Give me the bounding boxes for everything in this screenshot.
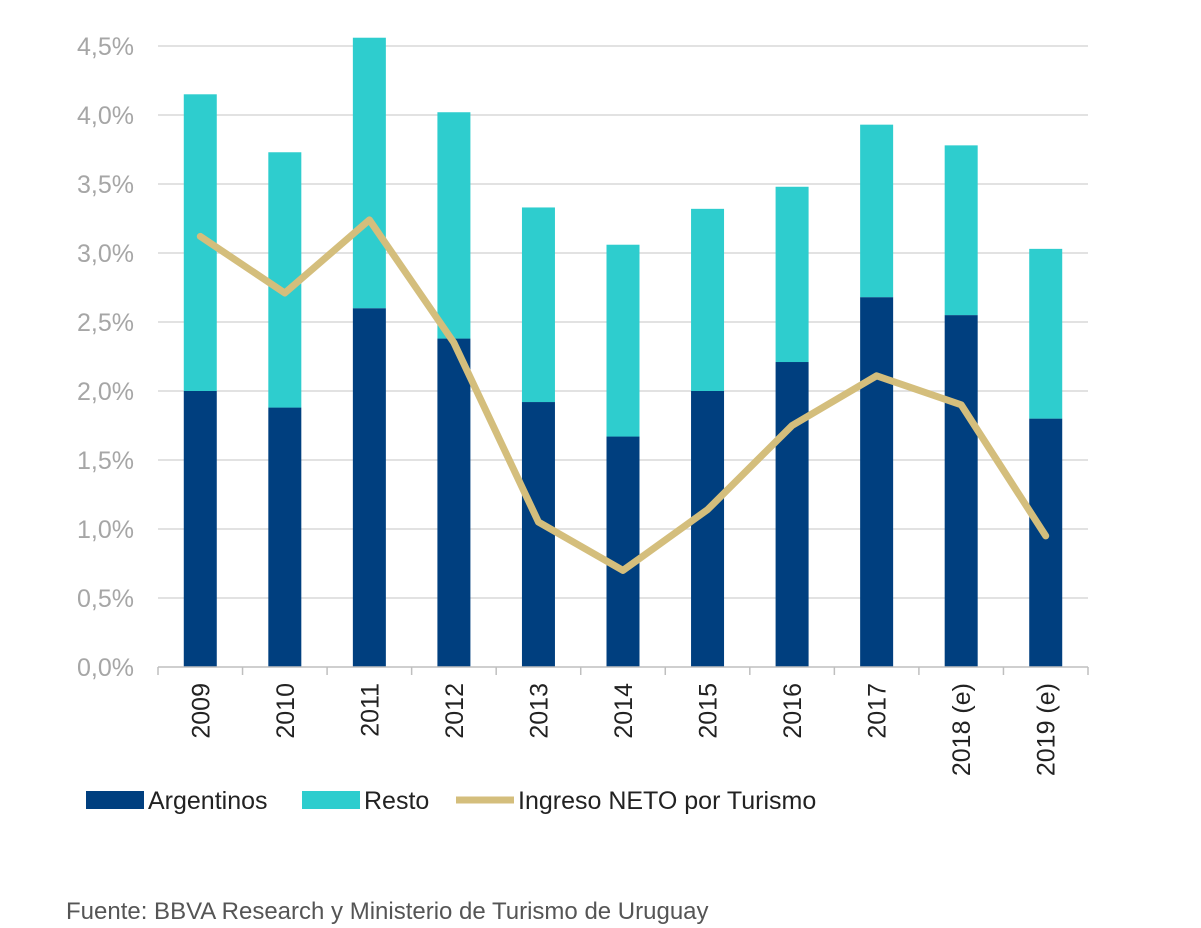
bar-argentinos: [183, 391, 217, 667]
x-category-label: 2011: [356, 683, 384, 737]
x-category-label: 2016: [779, 683, 807, 739]
bar-argentinos: [1029, 418, 1063, 667]
bar-resto: [860, 124, 894, 298]
legend: Argentinos Resto Ingreso NETO por Turism…: [86, 787, 816, 815]
bar-argentinos: [437, 338, 471, 667]
y-tick-label: 2,5%: [77, 309, 134, 337]
x-category-label: 2015: [695, 683, 723, 739]
x-category-label: 2010: [272, 683, 300, 739]
legend-label-resto: Resto: [364, 787, 429, 815]
x-axis-category-labels: 2009 2010 2011 2012 2013 2014 2015 2016 2017 2018…: [187, 683, 1060, 776]
bar-argentinos: [521, 402, 555, 667]
y-axis-tick-labels: 0,0% 0,5% 1,0% 1,5% 2,0% 2,5% 3,0% 3,5% 4,0% 4,5%: [77, 33, 134, 682]
bar-resto: [521, 207, 555, 403]
source-note: Fuente: BBVA Research y Ministerio de Tu…: [66, 898, 709, 925]
bar-argentinos: [352, 308, 386, 667]
bar-resto: [944, 145, 978, 316]
bars: [183, 37, 1063, 667]
bar-argentinos: [775, 362, 809, 667]
y-tick-label: 2,0%: [77, 378, 134, 406]
legend-swatch-resto: [302, 791, 360, 809]
y-tick-label: 0,5%: [77, 585, 134, 613]
net-income-line: [196, 216, 1050, 574]
y-tick-label: 3,5%: [77, 171, 134, 199]
bar-argentinos: [268, 407, 302, 667]
x-category-label: 2017: [864, 683, 892, 739]
y-tick-label: 1,5%: [77, 447, 134, 475]
bar-resto: [437, 112, 471, 339]
x-category-label: 2018 (e): [948, 683, 976, 776]
legend-label-argentinos: Argentinos: [148, 787, 268, 815]
x-category-label: 2009: [187, 683, 215, 739]
y-tick-label: 4,5%: [77, 33, 134, 61]
bar-argentinos: [944, 315, 978, 667]
x-category-label: 2014: [610, 683, 638, 739]
legend-swatch-argentinos: [86, 791, 144, 809]
bar-argentinos: [606, 436, 640, 667]
bar-resto: [775, 186, 809, 363]
x-category-label: 2019 (e): [1033, 683, 1061, 776]
x-category-label: 2012: [441, 683, 469, 739]
legend-label-ingreso: Ingreso NETO por Turismo: [518, 787, 816, 815]
y-tick-label: 3,0%: [77, 240, 134, 268]
bar-resto: [691, 208, 725, 391]
bar-resto: [606, 244, 640, 437]
y-tick-label: 0,0%: [77, 654, 134, 682]
bar-argentinos: [691, 391, 725, 667]
bar-resto: [352, 37, 386, 309]
x-axis: [157, 666, 1089, 675]
bar-resto: [1029, 248, 1063, 419]
line-ingreso-neto: [196, 216, 1050, 574]
x-category-label: 2013: [525, 683, 553, 739]
bar-argentinos: [860, 297, 894, 667]
y-tick-label: 1,0%: [77, 516, 134, 544]
y-tick-label: 4,0%: [77, 102, 134, 130]
